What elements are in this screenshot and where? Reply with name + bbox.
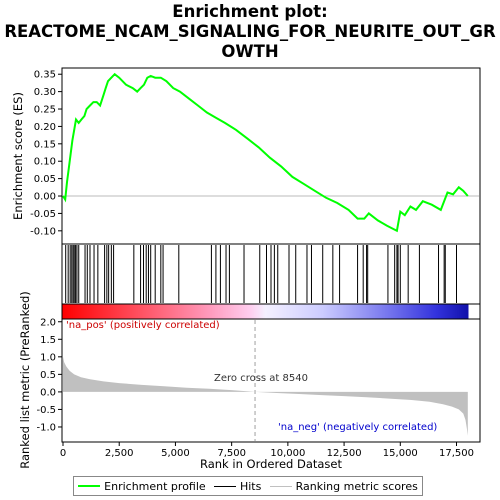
- x-tick-label: 15,000: [383, 448, 418, 459]
- es-y-tick-label: 0.30: [34, 87, 56, 98]
- metric-y-axis: -1.0 -0.5 0.0 0.5 1.0 1.5 2.0: [36, 317, 62, 433]
- es-y-label: Enrichment score (ES): [11, 92, 25, 220]
- legend-label: Hits: [239, 479, 262, 493]
- x-axis-label: Rank in Ordered Dataset: [200, 457, 343, 471]
- x-tick-label: 7,500: [217, 448, 246, 459]
- x-tick-label: 10,000: [270, 448, 305, 459]
- zero-cross-label: Zero cross at 8540: [214, 373, 308, 384]
- es-y-tick-label: 0.05: [34, 174, 56, 185]
- legend-item-hits: Hits: [213, 479, 262, 493]
- legend-label: Ranking metric scores: [295, 479, 418, 493]
- legend-label: Enrichment profile: [104, 479, 206, 493]
- rank-colorbar: [62, 304, 469, 319]
- pos-label: 'na_pos' (positively correlated): [66, 320, 220, 331]
- legend-swatch: [78, 485, 101, 487]
- x-tick-label: 2,500: [105, 448, 134, 459]
- metric-y-tick-label: 0.5: [40, 370, 56, 381]
- es-y-tick-label: -0.05: [30, 209, 56, 220]
- metric-y-tick-label: 0.0: [40, 387, 56, 398]
- metric-y-tick-label: 1.0: [40, 352, 56, 363]
- es-y-tick-label: 0.20: [34, 122, 56, 133]
- metric-y-tick-label: 1.5: [40, 335, 56, 346]
- es-y-tick-label: 0.00: [34, 192, 56, 203]
- x-tick-label: 5,000: [161, 448, 190, 459]
- title-line: Enrichment plot:: [172, 2, 328, 21]
- hits-ticks: [65, 245, 458, 303]
- es-y-tick-label: -0.10: [30, 226, 56, 237]
- es-y-tick-label: 0.35: [34, 70, 56, 81]
- metric-panel-frame: [61, 318, 481, 443]
- title-line: OWTH: [221, 42, 279, 61]
- title-line: REACTOME_NCAM_SIGNALING_FOR_NEURITE_OUT_…: [4, 22, 496, 41]
- x-tick-label: 12,500: [327, 448, 362, 459]
- chart-title: Enrichment plot: REACTOME_NCAM_SIGNALING…: [0, 2, 500, 62]
- es-y-tick-label: 0.25: [34, 105, 56, 116]
- legend-item-enrichment: Enrichment profile: [78, 480, 206, 493]
- ranking-metric-area: [63, 356, 468, 436]
- legend-item-ranking: Ranking metric scores: [269, 479, 418, 493]
- x-tick-label: 0: [60, 448, 66, 459]
- x-axis: 0 2,500 5,000 7,500 10,000 12,500 15,000 17,500: [60, 442, 474, 459]
- legend-swatch: [213, 485, 236, 487]
- metric-y-tick-label: 2.0: [40, 317, 56, 328]
- es-y-tick-label: 0.10: [34, 157, 56, 168]
- legend-swatch: [269, 485, 292, 487]
- legend: Enrichment profile Hits Ranking metric s…: [73, 476, 423, 496]
- metric-y-label: Ranked list metric (PreRanked): [18, 291, 32, 469]
- neg-label: 'na_neg' (negatively correlated): [278, 422, 437, 433]
- x-tick-label: 17,500: [439, 448, 474, 459]
- es-panel-frame: [61, 67, 481, 245]
- metric-y-tick-label: -1.0: [36, 422, 56, 433]
- es-y-axis: -0.10 -0.05 0.00 0.05 0.10 0.15 0.20 0.25 0.30 0.…: [30, 70, 62, 237]
- es-y-tick-label: 0.15: [34, 139, 56, 150]
- metric-y-tick-label: -0.5: [36, 405, 56, 416]
- enrichment-profile-line: [62, 72, 469, 233]
